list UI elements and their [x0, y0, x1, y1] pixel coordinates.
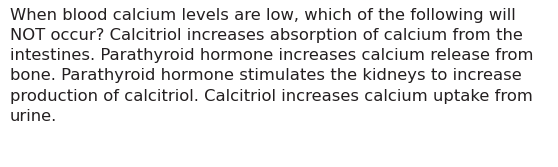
- Text: When blood calcium levels are low, which of the following will
NOT occur? Calcit: When blood calcium levels are low, which…: [10, 8, 533, 124]
